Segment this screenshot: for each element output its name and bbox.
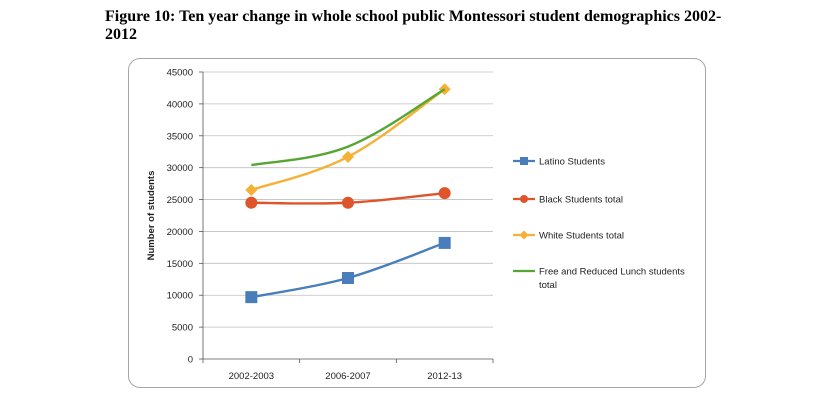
y-tick-label: 10000 <box>167 291 193 302</box>
data-point <box>245 291 258 304</box>
y-tick-label: 0 <box>188 355 193 366</box>
data-point <box>245 196 258 209</box>
data-point <box>245 183 258 196</box>
figure-title: Figure 10: Ten year change in whole scho… <box>105 8 745 44</box>
legend-item-latino: Latino Students <box>513 157 605 168</box>
series-1 <box>245 187 451 209</box>
data-point <box>438 83 451 96</box>
legend-marker-latino <box>520 157 528 165</box>
legend-item-white: White Students total <box>513 230 624 242</box>
series-line <box>250 88 446 192</box>
series-2 <box>245 83 451 196</box>
x-tick-label: 2002-2003 <box>229 371 274 382</box>
y-tick-label: 25000 <box>167 195 193 206</box>
legend-item-black: Black Students total <box>513 195 623 206</box>
legend-marker-white <box>519 230 529 240</box>
legend-marker-black <box>520 195 528 203</box>
legend: Latino Students Black Students total Whi… <box>513 157 687 292</box>
series-line <box>251 241 446 299</box>
legend-label-latino: Latino Students <box>539 157 605 168</box>
legend-label-black: Black Students total <box>539 195 623 206</box>
legend-label-free-reduced-lunch-line-1: Free and Reduced Lunch students <box>539 267 685 278</box>
legend-label-white: White Students total <box>539 231 624 242</box>
series-line <box>251 88 446 167</box>
data-point <box>342 196 354 209</box>
y-tick-label: 30000 <box>167 163 193 174</box>
y-tick-label: 40000 <box>167 99 193 110</box>
legend-label-free-reduced-lunch: Free and Reduced Lunch students total <box>539 267 687 292</box>
y-tick-label: 35000 <box>167 131 193 142</box>
y-tick-label: 45000 <box>167 68 193 79</box>
figure-title-line-2: 2012 <box>105 26 137 43</box>
data-point <box>342 272 354 285</box>
series-layer <box>245 83 451 304</box>
chart-frame: 0 5000 10000 15000 20000 25000 30000 35000 40000… <box>128 58 706 388</box>
y-tick-label: 15000 <box>167 259 193 270</box>
data-point <box>438 236 451 249</box>
legend-item-free-reduced-lunch: Free and Reduced Lunch students total <box>513 267 687 292</box>
data-point <box>342 150 354 163</box>
line-chart: 0 5000 10000 15000 20000 25000 30000 35000 40000… <box>146 68 687 383</box>
legend-label-free-reduced-lunch-line-2: total <box>539 280 557 291</box>
axes: 0 5000 10000 15000 20000 25000 30000 35000 40000… <box>167 68 494 382</box>
x-tick-label: 2006-2007 <box>325 371 370 382</box>
y-axis-title: Number of students <box>146 171 157 261</box>
series-0 <box>245 236 451 304</box>
x-tick-label: 2012-13 <box>427 371 462 382</box>
y-tick-label: 5000 <box>172 323 193 334</box>
series-3 <box>251 88 446 167</box>
figure-title-line-1: Figure 10: Ten year change in whole scho… <box>105 8 722 25</box>
y-tick-label: 20000 <box>167 227 193 238</box>
data-point <box>438 187 451 200</box>
